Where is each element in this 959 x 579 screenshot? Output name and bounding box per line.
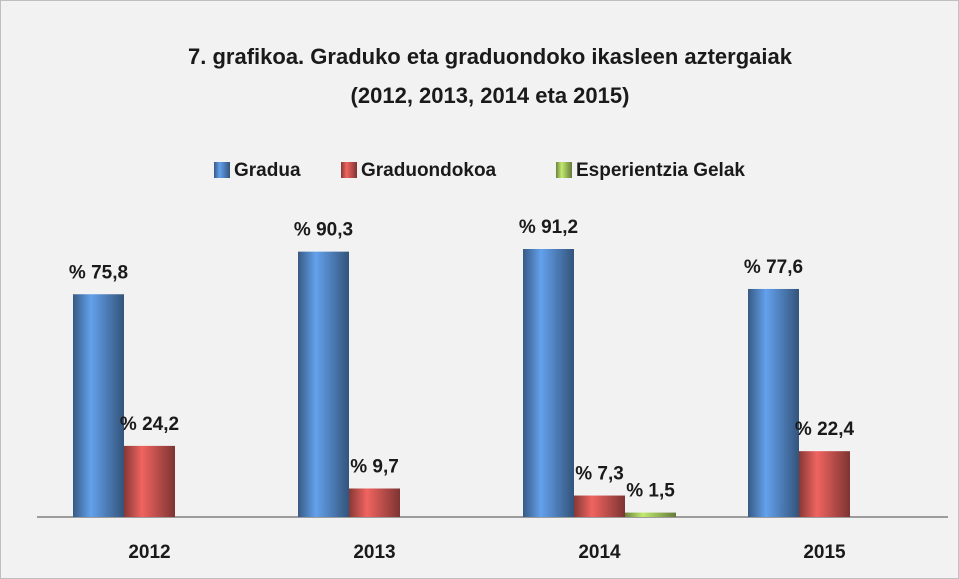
legend-swatch — [214, 162, 230, 178]
x-tick-label: 2014 — [578, 542, 621, 563]
bar — [799, 451, 850, 517]
data-label: % 9,7 — [350, 457, 399, 478]
bar — [349, 488, 400, 517]
legend-swatch — [556, 162, 572, 178]
data-label: % 77,6 — [744, 257, 803, 278]
data-label: % 90,3 — [294, 220, 353, 241]
bar — [625, 512, 676, 517]
legend-label: Graduondokoa — [361, 160, 497, 181]
data-label: % 7,3 — [575, 464, 624, 485]
legend-label: Esperientzia Gelak — [576, 160, 745, 181]
legend-label: Gradua — [234, 160, 301, 181]
bar — [124, 445, 175, 517]
data-label: % 22,4 — [795, 419, 855, 440]
bar — [298, 251, 349, 518]
bar — [748, 288, 799, 517]
x-tick-label: 2015 — [803, 542, 846, 563]
x-tick-label: 2013 — [353, 542, 395, 563]
data-label: % 1,5 — [626, 481, 675, 502]
bar — [523, 249, 574, 517]
data-label: % 75,8 — [69, 262, 128, 283]
bar — [574, 495, 625, 517]
legend-swatch — [341, 162, 357, 178]
data-label: % 91,2 — [519, 217, 578, 238]
chart-title: (2012, 2013, 2014 eta 2015) — [351, 83, 630, 108]
data-label: % 24,2 — [120, 414, 179, 435]
x-tick-label: 2012 — [128, 542, 170, 563]
bar — [73, 294, 124, 517]
chart-title: 7. grafikoa. Graduko eta graduondoko ika… — [188, 44, 793, 69]
